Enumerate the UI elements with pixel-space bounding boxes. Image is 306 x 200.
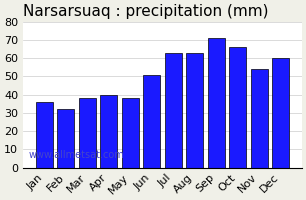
Bar	[57, 109, 74, 168]
Bar	[122, 98, 139, 168]
Bar	[165, 53, 182, 168]
Bar	[100, 95, 118, 168]
Bar	[36, 102, 53, 168]
Bar	[143, 75, 160, 168]
Bar	[186, 53, 203, 168]
Bar	[229, 47, 246, 168]
Bar	[251, 69, 268, 168]
Bar	[272, 58, 289, 168]
Text: www.allmetsat.com: www.allmetsat.com	[29, 150, 125, 160]
Bar	[79, 98, 96, 168]
Bar	[207, 38, 225, 168]
Text: Narsarsuaq : precipitation (mm): Narsarsuaq : precipitation (mm)	[23, 4, 269, 19]
